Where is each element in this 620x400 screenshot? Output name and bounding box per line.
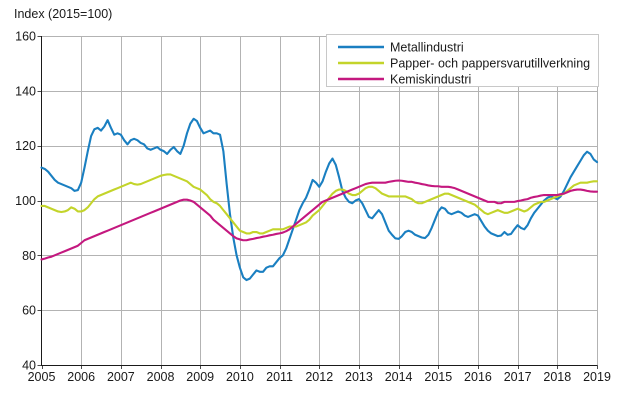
y-tick-labels: 40 60 80 100 120 140 160	[15, 30, 36, 373]
y-tick-label: 160	[15, 30, 36, 44]
x-tick-label: 2019	[583, 370, 611, 384]
x-tick-label: 2008	[147, 370, 175, 384]
legend-label-1[interactable]: Papper- och pappersvarutillverkning	[390, 57, 590, 71]
series-line-0	[40, 117, 599, 282]
y-tick-label: 40	[22, 359, 36, 373]
legend-label-0[interactable]: Metallindustri	[390, 41, 464, 55]
series-line-2	[40, 179, 599, 261]
x-tick-label: 2015	[424, 370, 452, 384]
x-tick-label: 2011	[266, 370, 293, 384]
y-tick-label: 80	[22, 249, 36, 263]
x-tick-label: 2007	[107, 370, 135, 384]
x-tick-label: 2013	[345, 370, 373, 384]
x-tick-labels: 2005 2006 2007 2008 2009 2010 2011 2012 2013 2014…	[28, 370, 611, 384]
x-tick-label: 2010	[226, 370, 254, 384]
x-tick-label: 2012	[305, 370, 333, 384]
x-tick-label: 2017	[504, 370, 532, 384]
y-tick-label: 100	[15, 194, 36, 208]
y-tick-label: 140	[15, 84, 36, 98]
x-tick-label: 2009	[186, 370, 214, 384]
data-series-group	[40, 117, 599, 282]
x-tick-label: 2014	[385, 370, 413, 384]
x-gridlines	[81, 36, 598, 365]
x-tick-label: 2005	[28, 370, 56, 384]
y-tick-label: 120	[15, 139, 36, 153]
series-line-1	[40, 173, 599, 235]
x-tick-label: 2018	[543, 370, 571, 384]
x-tick-label: 2006	[67, 370, 95, 384]
y-tick-label: 60	[22, 304, 36, 318]
y-axis-title: Index (2015=100)	[14, 7, 112, 21]
legend-label-2[interactable]: Kemiskindustri	[390, 73, 471, 87]
x-tick-label: 2016	[464, 370, 492, 384]
chart-legend: Metallindustri Papper- och pappersvarutil…	[326, 34, 599, 87]
